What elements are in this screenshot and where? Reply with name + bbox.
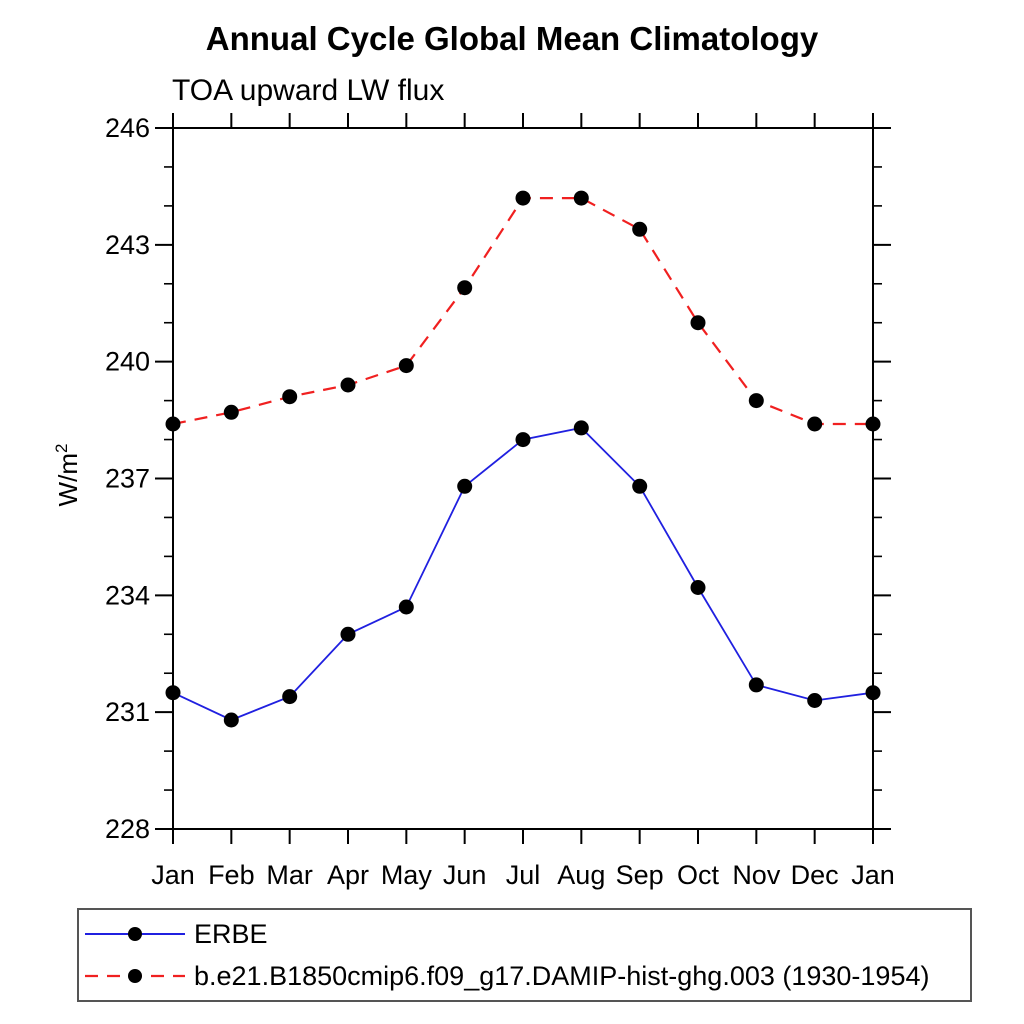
- y-tick-label: 246: [105, 113, 150, 143]
- x-tick-label: Jun: [443, 860, 487, 890]
- series-line-0: [172, 426, 874, 721]
- x-tick-label: Sep: [616, 860, 664, 890]
- x-tick-label: Jan: [151, 860, 195, 890]
- series-0-marker: [457, 478, 473, 494]
- series-0-marker: [165, 685, 181, 701]
- series-1-marker: [690, 315, 706, 331]
- x-tick-label: Feb: [208, 860, 255, 890]
- series-1-marker: [748, 393, 764, 409]
- series-1-marker: [223, 404, 239, 420]
- chart-title: Annual Cycle Global Mean Climatology: [205, 20, 819, 57]
- series-1-marker: [632, 221, 648, 237]
- series-line-1: [172, 197, 873, 426]
- y-tick-label: 231: [105, 697, 150, 727]
- series-0-marker: [340, 626, 356, 642]
- x-tick-label: May: [381, 860, 433, 890]
- series-0-marker: [807, 693, 823, 708]
- series-1-marker: [807, 416, 823, 432]
- series-0-marker: [632, 478, 648, 494]
- series-0-marker: [690, 580, 706, 595]
- x-tick-label: Dec: [791, 860, 839, 890]
- series-0-marker: [865, 685, 881, 701]
- series-1-marker: [282, 389, 298, 405]
- legend-item-erbe: ERBE: [79, 913, 970, 955]
- series-1-marker: [457, 280, 473, 296]
- x-tick-label: Apr: [327, 860, 369, 890]
- legend-line-sample-solid: [85, 927, 185, 941]
- legend-label-erbe: ERBE: [194, 918, 268, 949]
- legend-label-model: b.e21.B1850cmip6.f09_g17.DAMIP-hist-ghg.…: [194, 960, 930, 991]
- series-1-marker: [398, 358, 414, 374]
- series-1-marker: [340, 377, 356, 393]
- x-tick-label: Jan: [851, 860, 895, 890]
- series-0-marker: [398, 599, 414, 615]
- x-tick-label: Jul: [506, 860, 541, 890]
- y-tick-label: 234: [105, 580, 150, 610]
- series-0-marker: [223, 712, 239, 728]
- legend-line-sample-dashed: [85, 969, 185, 983]
- legend-marker-icon: [128, 927, 142, 941]
- legend-marker-icon: [128, 969, 142, 983]
- legend-item-model: b.e21.B1850cmip6.f09_g17.DAMIP-hist-ghg.…: [79, 955, 970, 997]
- plot-frame: [172, 127, 874, 830]
- series-1-marker: [573, 190, 589, 206]
- series-0-marker: [515, 432, 531, 448]
- series-0-marker: [282, 689, 298, 705]
- y-tick-label: 237: [105, 464, 150, 494]
- y-tick-label: 228: [105, 814, 150, 844]
- y-tick-label: 240: [105, 347, 150, 377]
- series-1-marker: [165, 416, 181, 432]
- x-tick-label: Aug: [557, 860, 605, 890]
- x-tick-label: Mar: [266, 860, 313, 890]
- series-0-marker: [748, 677, 764, 693]
- legend-box: ERBE b.e21.B1850cmip6.f09_g17.DAMIP-hist…: [77, 908, 972, 1002]
- x-tick-label: Oct: [677, 860, 720, 890]
- y-tick-label: 243: [105, 230, 150, 260]
- series-1-marker: [515, 190, 531, 206]
- series-0-marker: [573, 420, 589, 436]
- chart-subtitle: TOA upward LW flux: [172, 74, 445, 107]
- series-1-marker: [865, 416, 881, 432]
- x-tick-label: Nov: [732, 860, 781, 890]
